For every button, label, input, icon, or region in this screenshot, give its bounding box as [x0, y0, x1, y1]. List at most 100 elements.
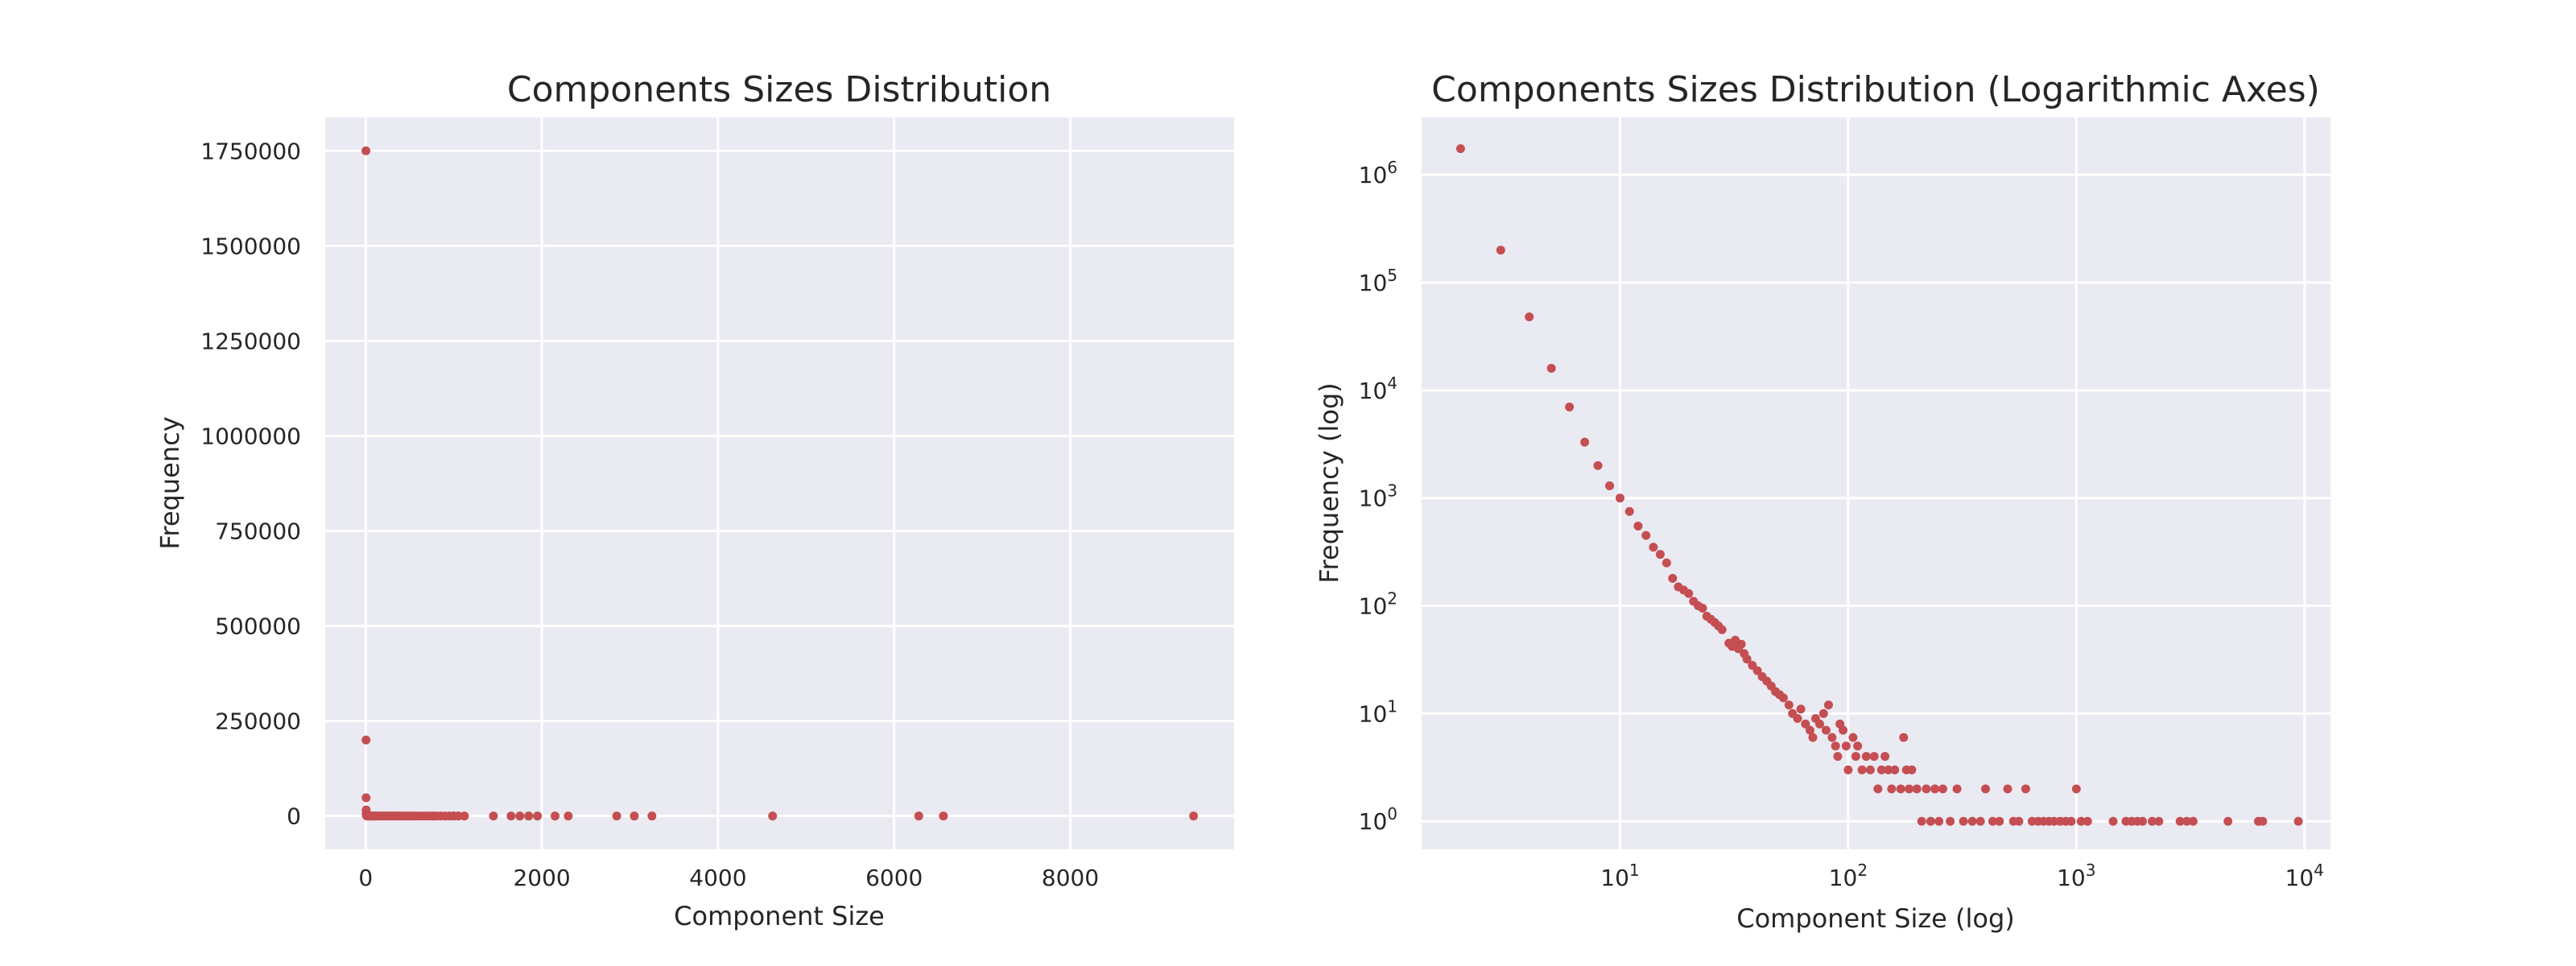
data-point	[1873, 784, 1883, 794]
data-point	[1876, 765, 1886, 774]
data-point	[453, 811, 463, 821]
y-axis-label: Frequency	[155, 416, 185, 549]
data-point	[1736, 639, 1746, 649]
plot-area	[1422, 118, 2330, 849]
y-tick-label-base: 10	[1359, 162, 1388, 188]
data-point	[1848, 733, 1858, 742]
y-tick-label-base: 10	[1359, 700, 1388, 727]
data-point	[1793, 714, 1802, 724]
data-point	[1907, 765, 1917, 774]
data-point	[1752, 666, 1762, 675]
y-tick-label: 1500000	[200, 233, 301, 259]
data-point	[1988, 816, 1997, 826]
data-point	[914, 811, 923, 821]
x-tick-label-base: 10	[2285, 865, 2314, 891]
y-tick-label: 104	[1359, 374, 1397, 404]
data-point	[1952, 784, 1962, 794]
data-point	[1865, 765, 1875, 774]
y-tick-label: 103	[1359, 481, 1397, 512]
data-point	[1899, 733, 1909, 742]
data-point	[524, 811, 534, 821]
x-tick-label: 8000	[1042, 865, 1099, 891]
x-tick-label: 4000	[689, 865, 746, 891]
data-point	[1814, 719, 1824, 729]
x-tick-label: 6000	[865, 865, 923, 891]
data-point	[1565, 402, 1575, 412]
x-tick-label: 103	[2057, 861, 2095, 891]
data-point	[1624, 506, 1634, 516]
data-point	[489, 811, 498, 821]
y-tick-label-base: 10	[1359, 593, 1388, 620]
data-point	[1981, 784, 1991, 794]
data-point	[361, 793, 371, 803]
y-tick-label: 750000	[215, 518, 301, 545]
data-point	[1912, 784, 1922, 794]
data-point	[2182, 816, 2192, 826]
y-tick-label: 106	[1359, 158, 1397, 188]
data-point	[551, 811, 560, 821]
y-tick-label-exponent: 0	[1387, 804, 1397, 824]
x-tick-label-base: 10	[1600, 865, 1629, 891]
data-point	[564, 811, 573, 821]
data-point	[2003, 784, 2013, 794]
data-point	[1831, 741, 1840, 751]
data-point	[1884, 765, 1893, 774]
data-point	[2083, 816, 2092, 826]
data-point	[1668, 573, 1678, 583]
y-tick-label-exponent: 5	[1387, 266, 1397, 285]
data-points	[1455, 144, 2303, 826]
data-point	[1869, 752, 1879, 762]
data-point	[1455, 144, 1465, 154]
x-axis-label: Component Size (log)	[1736, 903, 2015, 934]
y-axis-label: Frequency (log)	[1314, 382, 1344, 583]
y-tick-label: 101	[1359, 696, 1397, 727]
data-point	[2258, 816, 2268, 826]
data-point	[361, 146, 371, 155]
data-point	[515, 811, 525, 821]
data-point	[1649, 543, 1658, 552]
grid-lines	[325, 118, 1234, 849]
data-point	[2175, 816, 2185, 826]
linear-chart-panel: 0 2000 4000 6000 8000 0 250000 500000 750000 100…	[155, 69, 1234, 931]
data-point	[1946, 816, 1955, 826]
data-point	[1833, 752, 1843, 762]
x-tick-label-base: 10	[2057, 865, 2086, 891]
data-point	[1975, 816, 1985, 826]
data-point	[1633, 521, 1643, 530]
x-tick-label: 104	[2285, 861, 2324, 891]
x-tick-label-base: 10	[1829, 865, 1858, 891]
x-axis-label: Component Size	[674, 901, 885, 931]
data-point	[1890, 765, 1900, 774]
y-tick-label: 100	[1359, 804, 1397, 835]
y-tick-label: 250000	[215, 708, 301, 735]
data-point	[647, 811, 657, 821]
data-point	[2071, 784, 2081, 794]
x-tick-label-exponent: 1	[1629, 861, 1640, 880]
y-tick-label-base: 10	[1359, 485, 1388, 512]
data-point	[1189, 811, 1199, 821]
data-point	[2021, 784, 2030, 794]
data-point	[2154, 816, 2164, 826]
x-tick-label: 2000	[513, 865, 570, 891]
y-tick-label: 1750000	[200, 138, 301, 164]
data-point	[460, 811, 469, 821]
data-point	[1525, 312, 1534, 322]
x-tick-labels: 101 102 103 104	[1600, 861, 2324, 891]
data-point	[1641, 530, 1651, 540]
data-point	[1818, 708, 1828, 718]
data-point	[506, 811, 516, 821]
data-point	[1926, 816, 1935, 826]
data-point	[1827, 733, 1837, 742]
data-point	[2076, 816, 2086, 826]
data-point	[1784, 700, 1794, 710]
data-point	[612, 811, 621, 821]
data-point	[1605, 481, 1615, 490]
data-point	[1546, 364, 1556, 374]
data-point	[2014, 816, 2024, 826]
data-point	[1967, 816, 1977, 826]
data-point	[1655, 550, 1665, 559]
data-point	[1851, 752, 1860, 762]
data-point	[1496, 246, 1505, 255]
